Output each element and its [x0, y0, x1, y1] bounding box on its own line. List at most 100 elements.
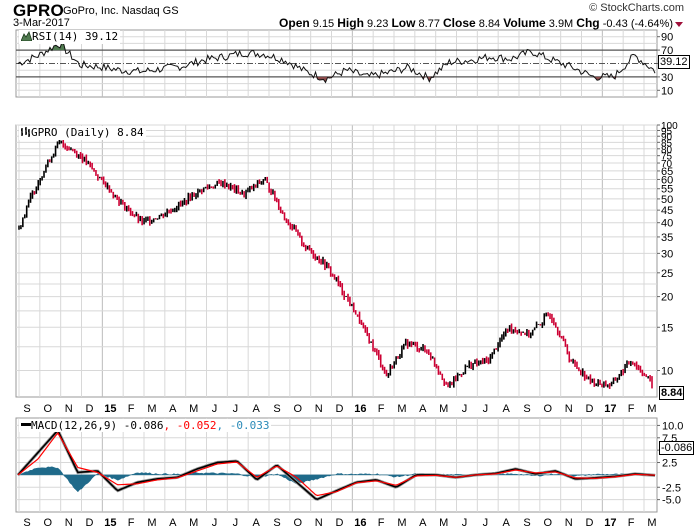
svg-text:35: 35: [661, 232, 673, 244]
svg-text:10.0: 10.0: [662, 420, 683, 432]
svg-text:D: D: [586, 517, 594, 529]
svg-text:J: J: [212, 403, 218, 415]
high-value: 9.23: [366, 18, 389, 30]
svg-text:J: J: [483, 403, 489, 415]
macd-legend-value: MACD(12,26,9) -0.086: [31, 419, 164, 432]
svg-text:J: J: [212, 517, 218, 529]
svg-text:N: N: [65, 517, 73, 529]
svg-text:16: 16: [354, 517, 366, 529]
svg-text:O: O: [294, 403, 303, 415]
svg-text:J: J: [483, 517, 489, 529]
copyright-link[interactable]: © StockCharts.com: [589, 2, 684, 14]
svg-text:17: 17: [604, 517, 616, 529]
svg-text:A: A: [419, 517, 427, 529]
svg-text:S: S: [523, 517, 530, 529]
x-axis-labels: S O N D 15 F M A M J J A S O N D 16 F M A M J J A S O N D 17 F MS O N D 15…: [23, 403, 656, 529]
macd-panel: 10.07.55.02.5-2.5-5.0: [15, 417, 683, 513]
svg-text:O: O: [544, 517, 553, 529]
low-label: Low: [391, 16, 416, 30]
chart-date: 3-Mar-2017: [13, 17, 70, 29]
svg-text:N: N: [315, 517, 323, 529]
svg-text:M: M: [439, 403, 448, 415]
rsi-panel: 9070503010: [15, 29, 673, 98]
svg-text:S: S: [23, 403, 30, 415]
svg-text:M: M: [147, 403, 156, 415]
svg-text:70: 70: [661, 159, 673, 170]
svg-text:30: 30: [661, 72, 673, 84]
svg-text:65: 65: [661, 166, 673, 178]
svg-text:A: A: [502, 403, 510, 415]
svg-text:95: 95: [661, 126, 673, 137]
high-label: High: [337, 16, 364, 30]
svg-text:A: A: [252, 517, 260, 529]
svg-text:90: 90: [661, 32, 673, 44]
svg-text:N: N: [565, 403, 573, 415]
svg-text:15: 15: [661, 322, 673, 334]
svg-text:F: F: [628, 517, 635, 529]
rsi-legend: RSI(14) 39.12: [19, 30, 121, 44]
close-value: 8.84: [478, 18, 501, 30]
svg-text:A: A: [252, 403, 260, 415]
svg-text:M: M: [439, 517, 448, 529]
open-label: Open: [279, 16, 310, 30]
macd-current-value-tag: -0.086: [659, 441, 695, 455]
svg-text:75: 75: [661, 152, 673, 163]
price-legend: GPRO (Daily) 8.84: [19, 126, 146, 140]
svg-text:15: 15: [104, 517, 116, 529]
svg-text:-5.0: -5.0: [662, 495, 681, 507]
svg-text:M: M: [147, 517, 156, 529]
svg-text:N: N: [565, 517, 573, 529]
svg-text:S: S: [523, 403, 530, 415]
svg-text:J: J: [462, 517, 468, 529]
svg-text:J: J: [462, 403, 468, 415]
svg-text:O: O: [44, 403, 53, 415]
svg-text:D: D: [586, 403, 594, 415]
down-arrow-icon: [675, 21, 683, 27]
svg-text:85: 85: [661, 138, 673, 149]
svg-text:25: 25: [661, 268, 673, 280]
svg-text:-2.5: -2.5: [662, 482, 681, 494]
svg-text:60: 60: [661, 174, 673, 186]
svg-text:90: 90: [661, 132, 673, 143]
svg-text:D: D: [336, 403, 344, 415]
svg-text:J: J: [233, 517, 239, 529]
volume-value: 3.9M: [548, 18, 574, 30]
svg-text:M: M: [647, 403, 656, 415]
svg-text:55: 55: [661, 184, 673, 196]
svg-text:20: 20: [661, 292, 673, 304]
svg-text:70: 70: [661, 45, 673, 57]
rsi-current-value-tag: 39.12: [658, 55, 690, 69]
svg-text:50: 50: [661, 194, 673, 206]
svg-text:J: J: [233, 403, 239, 415]
close-label: Close: [443, 16, 476, 30]
price-current-value-tag: 8.84: [659, 386, 685, 400]
chg-label: Chg: [576, 16, 600, 30]
svg-text:M: M: [189, 403, 198, 415]
svg-text:17: 17: [604, 403, 616, 415]
volume-label: Volume: [503, 16, 546, 30]
svg-text:S: S: [273, 403, 280, 415]
ohlc-bars-icon: [21, 127, 31, 140]
svg-text:45: 45: [661, 205, 673, 217]
svg-text:M: M: [189, 517, 198, 529]
svg-text:10: 10: [661, 85, 673, 97]
svg-text:O: O: [294, 517, 303, 529]
svg-text:10: 10: [661, 366, 673, 378]
svg-text:A: A: [502, 517, 510, 529]
svg-text:S: S: [23, 517, 30, 529]
open-value: 9.15: [312, 18, 335, 30]
svg-text:30: 30: [661, 248, 673, 260]
svg-text:F: F: [628, 403, 635, 415]
company-name: GoPro, Inc. Nasdaq GS: [63, 5, 179, 17]
svg-text:15: 15: [104, 403, 116, 415]
svg-text:O: O: [44, 517, 53, 529]
svg-text:16: 16: [354, 403, 366, 415]
svg-text:80: 80: [661, 145, 673, 156]
chg-value: -0.43 (-4.64%): [602, 18, 673, 30]
svg-text:D: D: [86, 517, 94, 529]
svg-text:O: O: [544, 403, 553, 415]
svg-text:F: F: [128, 517, 135, 529]
svg-text:A: A: [169, 517, 177, 529]
svg-text:D: D: [86, 403, 94, 415]
